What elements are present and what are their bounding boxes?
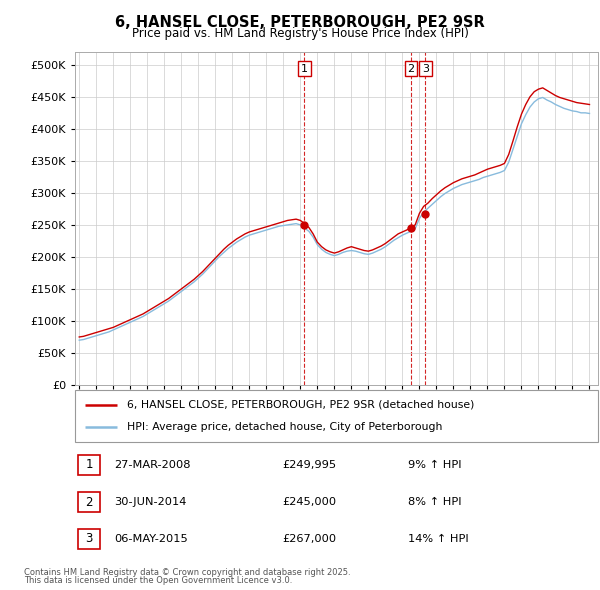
Text: 06-MAY-2015: 06-MAY-2015 (114, 534, 188, 544)
Text: 6, HANSEL CLOSE, PETERBOROUGH, PE2 9SR: 6, HANSEL CLOSE, PETERBOROUGH, PE2 9SR (115, 15, 485, 30)
Text: 27-MAR-2008: 27-MAR-2008 (114, 460, 191, 470)
Text: 3: 3 (422, 64, 429, 74)
Text: HPI: Average price, detached house, City of Peterborough: HPI: Average price, detached house, City… (127, 422, 443, 432)
Text: 8% ↑ HPI: 8% ↑ HPI (408, 497, 461, 507)
Text: 1: 1 (85, 458, 93, 471)
Text: 6, HANSEL CLOSE, PETERBOROUGH, PE2 9SR (detached house): 6, HANSEL CLOSE, PETERBOROUGH, PE2 9SR (… (127, 399, 475, 409)
Text: 2: 2 (407, 64, 415, 74)
Text: 1: 1 (301, 64, 308, 74)
Text: 9% ↑ HPI: 9% ↑ HPI (408, 460, 461, 470)
Text: 14% ↑ HPI: 14% ↑ HPI (408, 534, 469, 544)
Text: 30-JUN-2014: 30-JUN-2014 (114, 497, 187, 507)
Text: 2: 2 (85, 496, 93, 509)
Text: Price paid vs. HM Land Registry's House Price Index (HPI): Price paid vs. HM Land Registry's House … (131, 27, 469, 40)
Text: 3: 3 (85, 533, 92, 546)
Text: £245,000: £245,000 (282, 497, 336, 507)
Text: This data is licensed under the Open Government Licence v3.0.: This data is licensed under the Open Gov… (24, 576, 292, 585)
Text: Contains HM Land Registry data © Crown copyright and database right 2025.: Contains HM Land Registry data © Crown c… (24, 568, 350, 577)
Text: £249,995: £249,995 (282, 460, 336, 470)
Text: £267,000: £267,000 (282, 534, 336, 544)
